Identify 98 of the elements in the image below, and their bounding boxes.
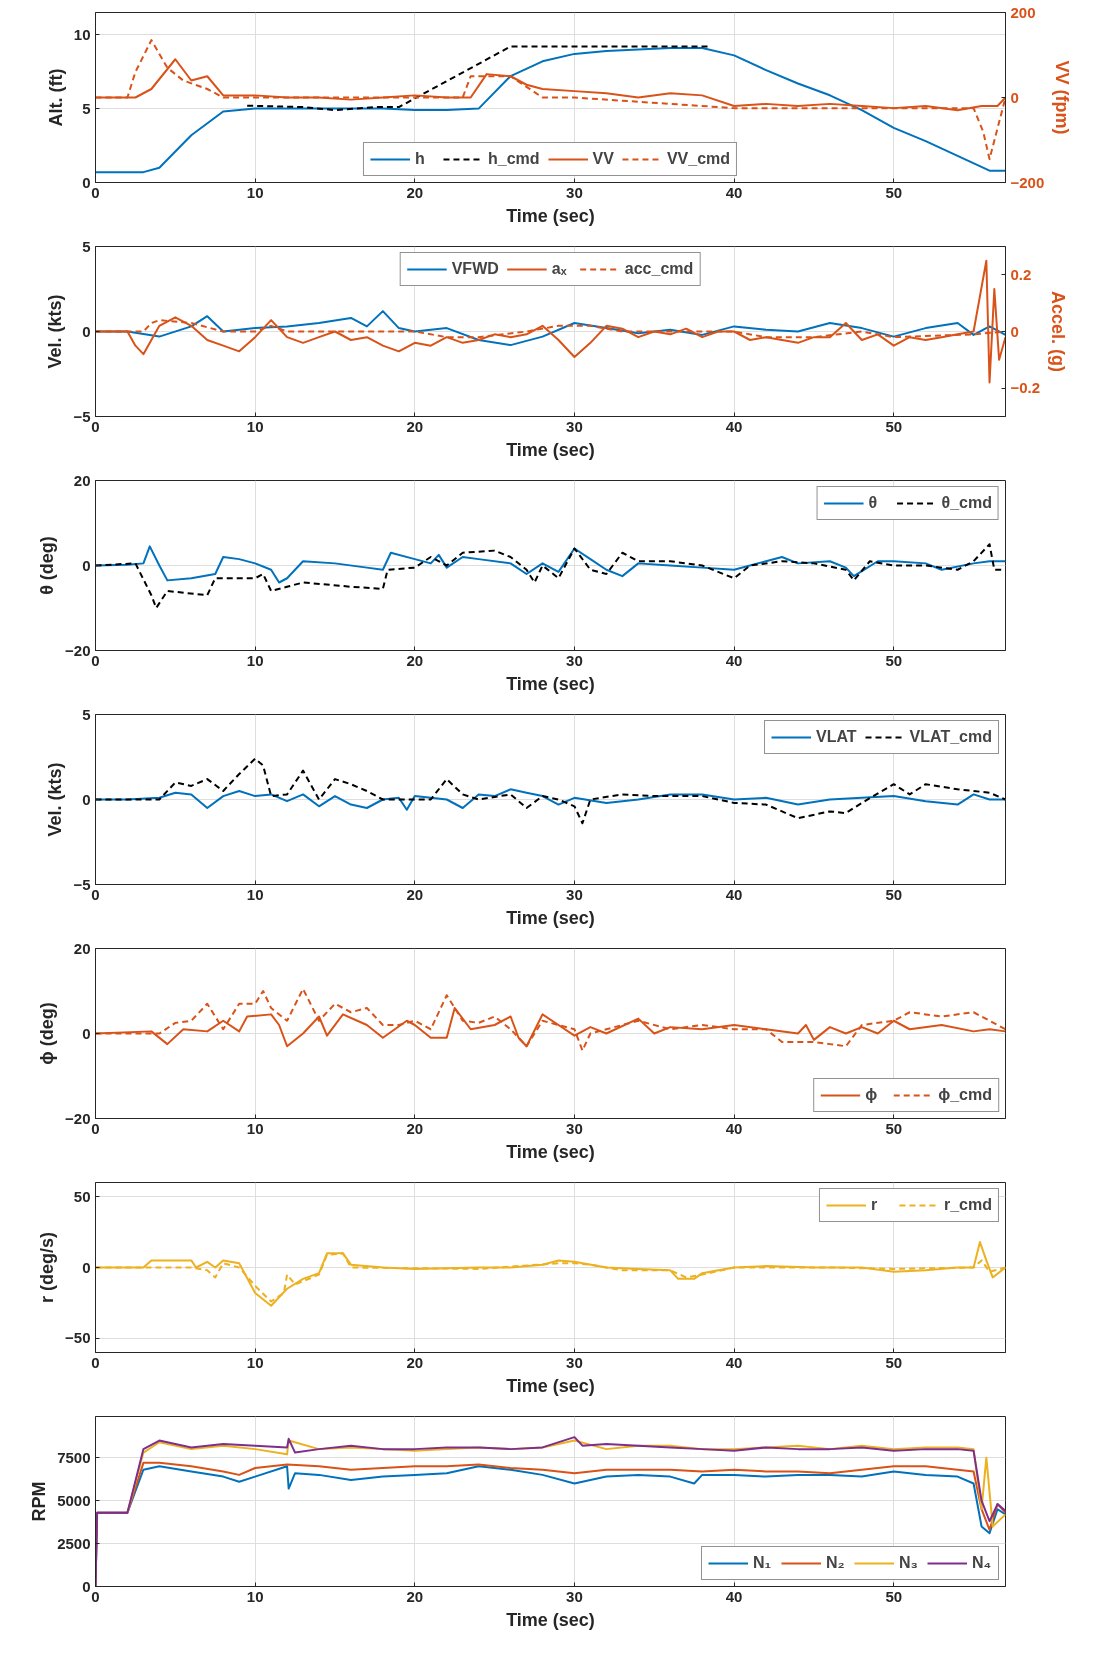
- y-tick-label: 0: [82, 322, 91, 340]
- legend-label: r: [870, 1196, 879, 1214]
- y-tick-label: 0: [82, 1024, 91, 1042]
- legend-label: VLAT: [816, 728, 857, 746]
- y-axis-title: θ (deg): [37, 536, 58, 595]
- y-axis-title: RPM: [29, 1481, 50, 1522]
- x-tick-label: 10: [246, 885, 264, 903]
- legend-label: aₓ: [551, 260, 568, 278]
- y2-tick-label: 0: [1010, 88, 1019, 106]
- legend-label: N₃: [899, 1554, 919, 1572]
- legend-label: N₁: [753, 1554, 773, 1572]
- y-tick-label: 10: [73, 25, 91, 43]
- line-series: [95, 757, 1006, 825]
- x-tick-label: 50: [885, 1587, 903, 1605]
- legend-label: VV: [592, 150, 614, 168]
- x-axis-title: Time (sec): [506, 439, 595, 460]
- x-axis-title: Time (sec): [506, 1141, 595, 1162]
- legend-label: h: [414, 150, 426, 168]
- x-tick-label: 50: [885, 1353, 903, 1371]
- line-series: [126, 1439, 1006, 1528]
- y-tick-label: 5000: [57, 1491, 91, 1509]
- y2-tick-label: 0: [1010, 322, 1019, 340]
- legend-label: ϕ_cmd: [938, 1086, 992, 1104]
- y-tick-label: −20: [65, 1109, 91, 1127]
- y2-tick-label: 0.2: [1010, 265, 1032, 283]
- legend-label: h_cmd: [487, 150, 540, 168]
- y-tick-label: 7500: [57, 1448, 91, 1466]
- x-axis-title: Time (sec): [506, 673, 595, 694]
- legend-label: VV_cmd: [666, 150, 731, 168]
- y-axis-title: r (deg/s): [37, 1231, 58, 1303]
- x-tick-label: 10: [246, 1119, 264, 1137]
- x-axis-title: Time (sec): [506, 907, 595, 928]
- y-tick-label: −50: [65, 1329, 91, 1347]
- legend-label: acc_cmd: [624, 260, 694, 278]
- x-tick-label: 10: [246, 651, 264, 669]
- y-tick-label: 20: [73, 471, 91, 489]
- y-tick-label: 0: [82, 790, 91, 808]
- x-tick-label: 30: [566, 1587, 583, 1605]
- x-tick-label: 50: [885, 183, 903, 201]
- x-tick-label: 10: [246, 183, 264, 201]
- y-tick-label: −5: [73, 875, 91, 893]
- y-axis-title: Vel. (kts): [45, 762, 66, 837]
- x-tick-label: 30: [566, 1353, 583, 1371]
- x-tick-label: 40: [725, 417, 743, 435]
- y-tick-label: 5: [82, 237, 91, 255]
- legend-label: VFWD: [451, 260, 499, 278]
- x-tick-label: 20: [406, 1353, 424, 1371]
- x-tick-label: 20: [406, 183, 424, 201]
- x-tick-label: 20: [406, 1119, 424, 1137]
- x-axis-title: Time (sec): [506, 1375, 595, 1396]
- y2-tick-label: 200: [1010, 3, 1036, 21]
- y-tick-label: −5: [73, 407, 91, 425]
- x-tick-label: 20: [406, 885, 424, 903]
- y-axis-title: Vel. (kts): [45, 294, 66, 369]
- x-tick-label: 30: [566, 651, 583, 669]
- x-tick-label: 40: [725, 183, 743, 201]
- x-tick-label: 40: [725, 885, 743, 903]
- y-axis-title: ϕ (deg): [37, 1002, 58, 1065]
- legend-label: r_cmd: [943, 1196, 992, 1214]
- y-tick-label: −20: [65, 641, 91, 659]
- x-tick-label: 40: [725, 1119, 743, 1137]
- x-tick-label: 20: [406, 417, 424, 435]
- x-tick-label: 30: [566, 1119, 583, 1137]
- x-tick-label: 10: [246, 1587, 264, 1605]
- legend-label: N₄: [972, 1554, 992, 1572]
- x-tick-label: 20: [406, 1587, 424, 1605]
- x-tick-label: 50: [885, 885, 903, 903]
- y-tick-label: 0: [82, 556, 91, 574]
- x-tick-label: 30: [566, 417, 583, 435]
- x-tick-label: 30: [566, 183, 583, 201]
- legend-label: VLAT_cmd: [909, 728, 992, 746]
- y2-tick-label: −200: [1010, 173, 1045, 191]
- x-axis-title: Time (sec): [506, 205, 595, 226]
- x-tick-label: 50: [885, 417, 903, 435]
- x-tick-label: 40: [725, 651, 743, 669]
- x-tick-label: 10: [246, 1353, 264, 1371]
- x-tick-label: 50: [885, 651, 903, 669]
- y-tick-label: 5: [82, 705, 91, 723]
- y-tick-label: 2500: [57, 1534, 91, 1552]
- x-tick-label: 10: [246, 417, 264, 435]
- y-tick-label: 20: [73, 939, 91, 957]
- y-tick-label: 50: [73, 1187, 91, 1205]
- x-axis-title: Time (sec): [506, 1609, 595, 1630]
- legend-label: N₂: [826, 1554, 846, 1572]
- y2-tick-label: −0.2: [1010, 379, 1041, 397]
- x-tick-label: 50: [885, 1119, 903, 1137]
- y-tick-label: 5: [82, 99, 91, 117]
- y2-axis-title: Accel. (g): [1048, 290, 1069, 373]
- legend-label: ϕ: [865, 1086, 879, 1104]
- x-tick-label: 30: [566, 885, 583, 903]
- x-tick-label: 40: [725, 1353, 743, 1371]
- y2-axis-title: VV (fpm): [1052, 60, 1073, 135]
- legend-label: θ_cmd: [941, 494, 992, 512]
- y-tick-label: 0: [82, 1258, 91, 1276]
- x-tick-label: 20: [406, 651, 424, 669]
- y-axis-title: Alt. (ft): [45, 68, 66, 127]
- legend-label: θ: [868, 494, 879, 512]
- x-tick-label: 40: [725, 1587, 743, 1605]
